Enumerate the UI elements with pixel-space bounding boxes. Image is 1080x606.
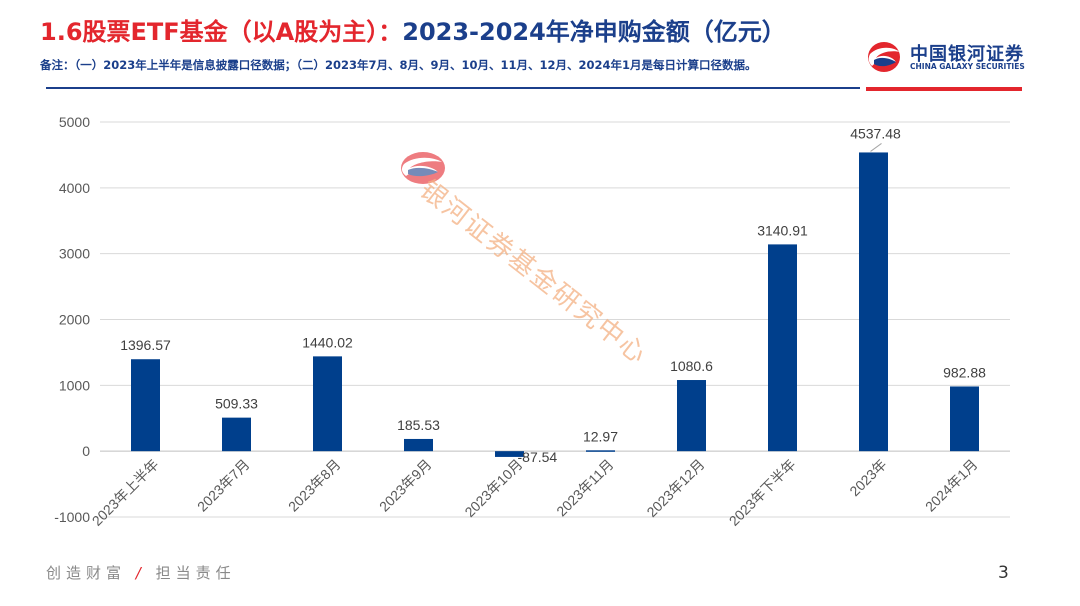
value-label: 509.33 xyxy=(215,396,258,412)
value-label: 4537.48 xyxy=(850,125,901,141)
page-number: 3 xyxy=(998,563,1009,583)
title-main: 股票ETF基金（以A股为主）： xyxy=(82,18,403,46)
x-tick-label: 2024年1月 xyxy=(922,456,981,515)
header-rule-blue xyxy=(46,87,860,89)
value-label: 1396.57 xyxy=(120,337,171,353)
x-tick-label: 2023年 xyxy=(846,456,889,499)
value-label: 982.88 xyxy=(943,364,986,380)
grid-lines xyxy=(100,121,1010,518)
slogan-left: 创造财富 xyxy=(46,564,127,582)
x-tick-label: 2023年9月 xyxy=(376,456,435,515)
logo-name-cn: 中国银河证券 xyxy=(910,44,1024,65)
bars xyxy=(131,152,979,457)
bar xyxy=(586,450,615,452)
bar xyxy=(677,380,706,452)
note-text: 备注：（一）2023年上半年是信息披露口径数据；（二）2023年7月、8月、9月… xyxy=(40,58,757,72)
title-sub: 2023-2024年净申购金额（亿元） xyxy=(402,18,786,46)
company-logo: 中国银河证券 CHINA GALAXY SECURITIES xyxy=(866,40,1046,74)
bar xyxy=(768,244,797,452)
value-label: -87.54 xyxy=(518,449,558,465)
x-tick-label: 2023年7月 xyxy=(194,456,253,515)
x-tick-label: 2023年8月 xyxy=(285,456,344,515)
value-label: 185.53 xyxy=(397,417,440,433)
y-tick-label: 4000 xyxy=(59,180,90,196)
bar xyxy=(859,152,888,452)
watermark-logo-icon xyxy=(401,152,445,184)
value-label: 3140.91 xyxy=(757,222,808,238)
x-tick-label: 2023年10月 xyxy=(461,456,525,520)
bar xyxy=(404,438,433,452)
x-tick-label: 2023年11月 xyxy=(553,456,616,519)
x-tick-label: 2023年12月 xyxy=(643,456,707,520)
bar xyxy=(950,386,979,452)
value-label: 12.97 xyxy=(583,428,618,444)
title-number: 1.6 xyxy=(40,18,83,46)
x-tick-label: 2023年上半年 xyxy=(89,456,162,529)
y-tick-label: 0 xyxy=(82,443,90,459)
value-label: 1440.02 xyxy=(302,334,353,350)
label-leader-line xyxy=(870,143,882,152)
x-tick-label: 2023年下半年 xyxy=(726,456,799,529)
logo-name-en: CHINA GALAXY SECURITIES xyxy=(910,62,1025,71)
y-tick-label: 1000 xyxy=(59,377,90,393)
value-labels: 1396.57 509.33 1440.02 185.53 -87.54 12.97 108… xyxy=(120,125,986,464)
bar xyxy=(313,356,342,452)
bar xyxy=(495,451,524,457)
footer-slogan: 创造财富 / 担当责任 xyxy=(46,562,236,583)
x-axis-ticks: 2023年上半年 2023年7月 2023年8月 2023年9月 2023年10月 202… xyxy=(89,456,981,529)
y-tick-label: -1000 xyxy=(54,509,90,525)
galaxy-logo-icon xyxy=(868,42,900,72)
slogan-separator: / xyxy=(135,564,146,582)
y-tick-label: 5000 xyxy=(59,114,90,130)
slogan-right: 担当责任 xyxy=(155,564,236,582)
bar xyxy=(131,359,160,452)
page-title: 1.6股票ETF基金（以A股为主）：2023-2024年净申购金额（亿元） xyxy=(40,12,786,47)
y-axis-ticks: -1000 0 1000 2000 3000 4000 5000 xyxy=(54,114,90,525)
header-rule-red xyxy=(866,87,1022,91)
y-tick-label: 3000 xyxy=(59,246,90,262)
y-tick-label: 2000 xyxy=(59,312,90,328)
value-label: 1080.6 xyxy=(670,358,713,374)
bar xyxy=(222,417,251,452)
